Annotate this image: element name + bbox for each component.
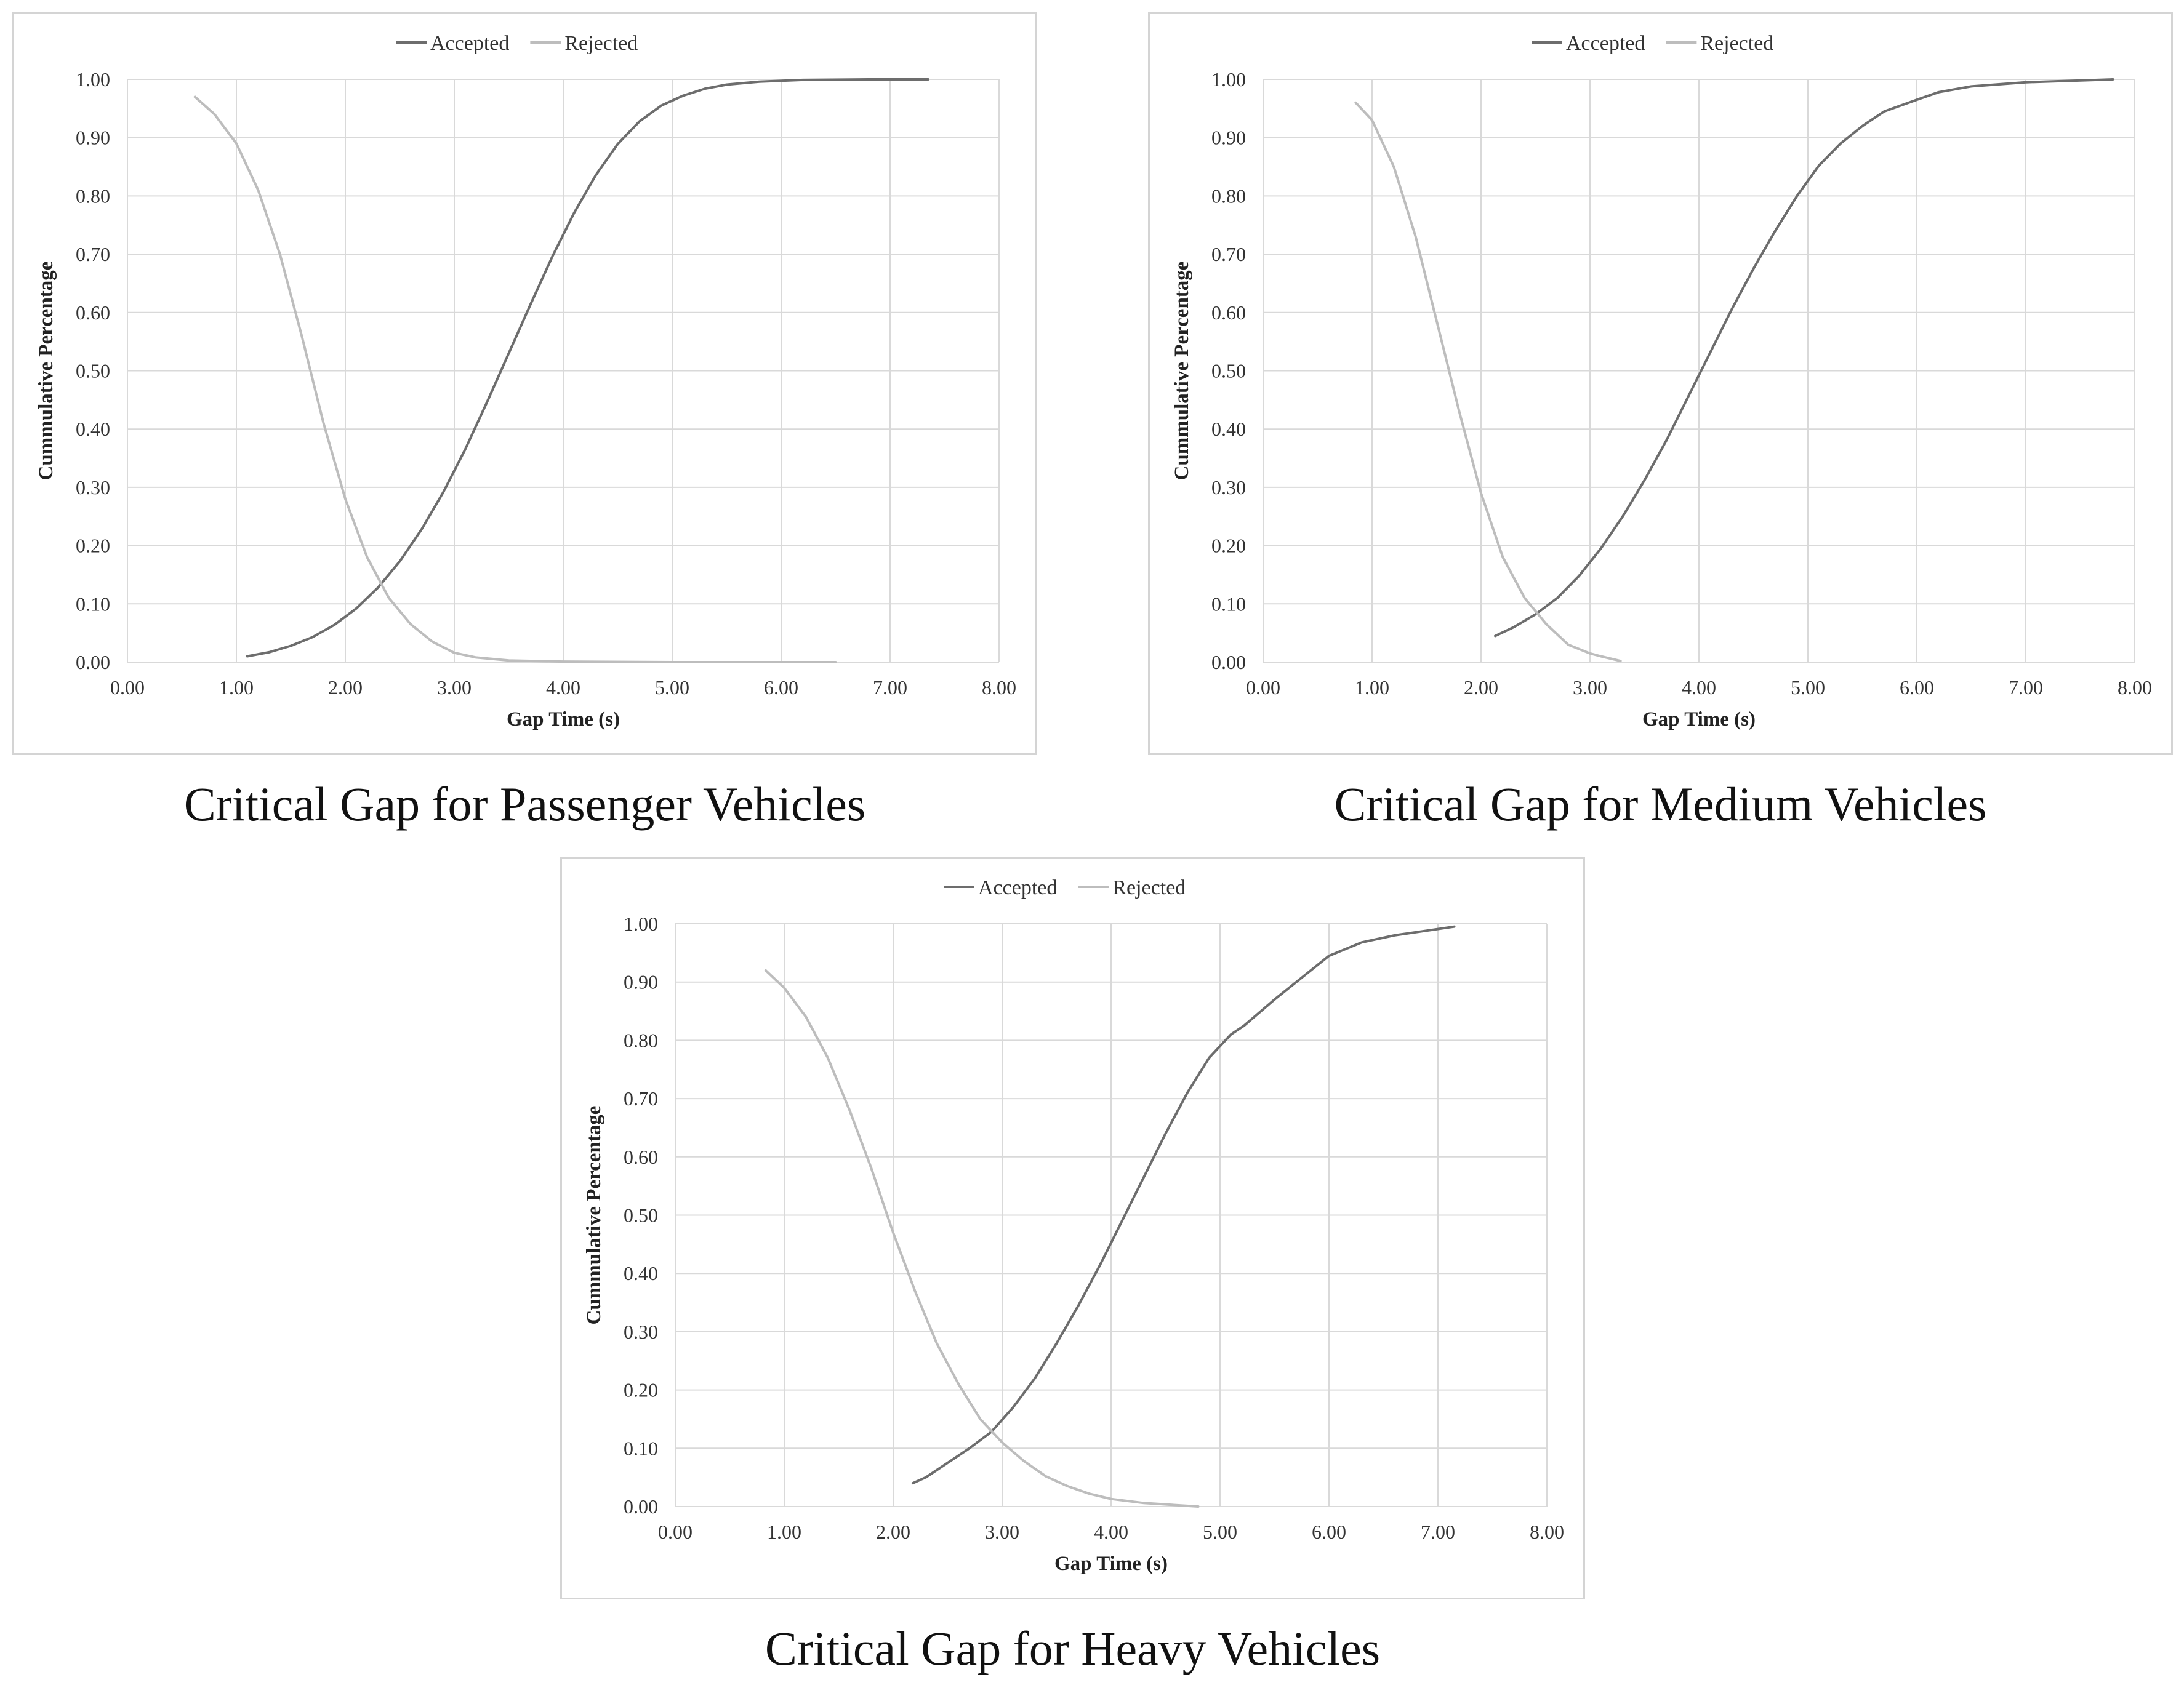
y-tick-label: 0.90 (624, 971, 658, 993)
x-tick-label: 0.00 (1246, 676, 1280, 698)
x-tick-label: 5.00 (1203, 1521, 1237, 1543)
y-tick-label: 0.70 (1211, 243, 1246, 265)
gridlines (127, 79, 1000, 663)
x-tick-label: 5.00 (1791, 676, 1825, 698)
y-axis-title: Cummulative Percentage (583, 1106, 605, 1325)
x-tick-label: 7.00 (2009, 676, 2043, 698)
x-tick-label: 8.00 (2118, 676, 2152, 698)
y-tick-label: 0.50 (624, 1204, 658, 1227)
chart-panel-medium: 0.00 1.00 2.00 3.00 4.00 5.00 6.00 7.00 8.00 0.00… (1148, 12, 2173, 755)
y-tick-label: 1.00 (624, 913, 658, 935)
y-tick-label: 0.70 (76, 243, 110, 265)
y-tick-label: 0.20 (1211, 535, 1246, 557)
x-tick-label: 1.00 (219, 676, 254, 698)
legend: Accepted Rejected (396, 32, 638, 55)
chart-svg-passenger: 0.00 1.00 2.00 3.00 4.00 5.00 6.00 7.00 8.00 0.00… (35, 32, 1016, 730)
y-tick-label: 0.40 (624, 1262, 658, 1284)
x-tick-label: 7.00 (873, 676, 907, 698)
x-tick-label: 1.00 (1355, 676, 1389, 698)
y-tick-label: 0.30 (1211, 476, 1246, 498)
y-tick-label: 0.80 (76, 185, 110, 207)
x-tick-label: 0.00 (110, 676, 145, 698)
y-tick-label: 0.00 (76, 651, 110, 673)
y-tick-label: 0.30 (624, 1321, 658, 1343)
y-tick-label: 0.90 (1211, 127, 1246, 149)
legend-label-accepted: Accepted (1566, 32, 1645, 55)
y-tick-label: 0.00 (624, 1495, 658, 1518)
legend-label-accepted: Accepted (978, 876, 1057, 899)
y-tick-label: 0.00 (1211, 651, 1246, 673)
legend-label-rejected: Rejected (1112, 876, 1186, 899)
chart-panel-heavy: 0.00 1.00 2.00 3.00 4.00 5.00 6.00 7.00 8.00 0.00… (560, 857, 1585, 1599)
chart-panel-passenger: 0.00 1.00 2.00 3.00 4.00 5.00 6.00 7.00 8.00 0.00… (12, 12, 1037, 755)
y-tick-label: 0.20 (624, 1379, 658, 1401)
y-tick-label: 0.20 (76, 535, 110, 557)
x-tick-label: 4.00 (1682, 676, 1716, 698)
x-tick-label: 8.00 (982, 676, 1016, 698)
x-axis-title: Gap Time (s) (1054, 1553, 1168, 1575)
series-line-accepted (911, 925, 1456, 1485)
x-tick-label: 5.00 (655, 676, 689, 698)
x-tick-label: 2.00 (1464, 676, 1498, 698)
y-tick-label: 1.00 (1211, 68, 1246, 90)
y-tick-label: 0.10 (624, 1437, 658, 1459)
caption-heavy: Critical Gap for Heavy Vehicles (765, 1622, 1381, 1675)
series-line-accepted (1494, 78, 2114, 638)
series-line-rejected (764, 969, 1200, 1508)
y-tick-label: 0.70 (624, 1087, 658, 1110)
gridlines (675, 923, 1548, 1507)
legend-label-rejected: Rejected (564, 32, 638, 55)
x-tick-label: 2.00 (876, 1521, 910, 1543)
series-line-rejected (1354, 101, 1622, 663)
y-tick-label: 0.40 (76, 418, 110, 440)
x-tick-label: 6.00 (764, 676, 798, 698)
x-tick-label: 7.00 (1421, 1521, 1455, 1543)
series-line-accepted (246, 78, 929, 658)
x-tick-label: 6.00 (1312, 1521, 1346, 1543)
x-tick-label: 3.00 (985, 1521, 1019, 1543)
x-tick-label: 8.00 (1530, 1521, 1564, 1543)
legend-label-accepted: Accepted (430, 32, 509, 55)
y-tick-label: 0.60 (624, 1146, 658, 1168)
y-tick-label: 0.50 (1211, 360, 1246, 382)
y-tick-label: 0.40 (1211, 418, 1246, 440)
x-tick-label: 0.00 (658, 1521, 693, 1543)
gridlines (1263, 79, 2135, 663)
y-tick-label: 0.80 (1211, 185, 1246, 207)
legend: Accepted Rejected (1532, 32, 1773, 55)
x-tick-label: 6.00 (1900, 676, 1934, 698)
legend-label-rejected: Rejected (1700, 32, 1773, 55)
x-tick-label: 3.00 (1573, 676, 1607, 698)
y-axis-title: Cummulative Percentage (1171, 262, 1193, 481)
series-line-rejected (193, 95, 837, 663)
y-tick-label: 0.60 (1211, 302, 1246, 324)
y-tick-label: 0.80 (624, 1029, 658, 1051)
x-tick-label: 1.00 (767, 1521, 801, 1543)
x-tick-label: 4.00 (1094, 1521, 1128, 1543)
y-tick-label: 0.30 (76, 476, 110, 498)
y-tick-label: 0.10 (76, 593, 110, 615)
legend: Accepted Rejected (944, 876, 1186, 899)
chart-svg-heavy: 0.00 1.00 2.00 3.00 4.00 5.00 6.00 7.00 8.00 0.00… (583, 876, 1564, 1575)
x-tick-label: 2.00 (328, 676, 363, 698)
y-tick-label: 0.90 (76, 127, 110, 149)
x-axis-title: Gap Time (s) (507, 708, 620, 730)
x-axis-title: Gap Time (s) (1642, 708, 1756, 730)
y-tick-label: 0.60 (76, 302, 110, 324)
chart-svg-medium: 0.00 1.00 2.00 3.00 4.00 5.00 6.00 7.00 8.00 0.00… (1171, 32, 2152, 730)
y-tick-label: 1.00 (76, 68, 110, 90)
y-axis-title: Cummulative Percentage (35, 262, 57, 481)
y-tick-label: 0.10 (1211, 593, 1246, 615)
x-tick-label: 3.00 (437, 676, 472, 698)
caption-medium: Critical Gap for Medium Vehicles (1334, 777, 1987, 831)
caption-passenger: Critical Gap for Passenger Vehicles (183, 777, 866, 831)
x-tick-label: 4.00 (546, 676, 580, 698)
y-tick-label: 0.50 (76, 360, 110, 382)
